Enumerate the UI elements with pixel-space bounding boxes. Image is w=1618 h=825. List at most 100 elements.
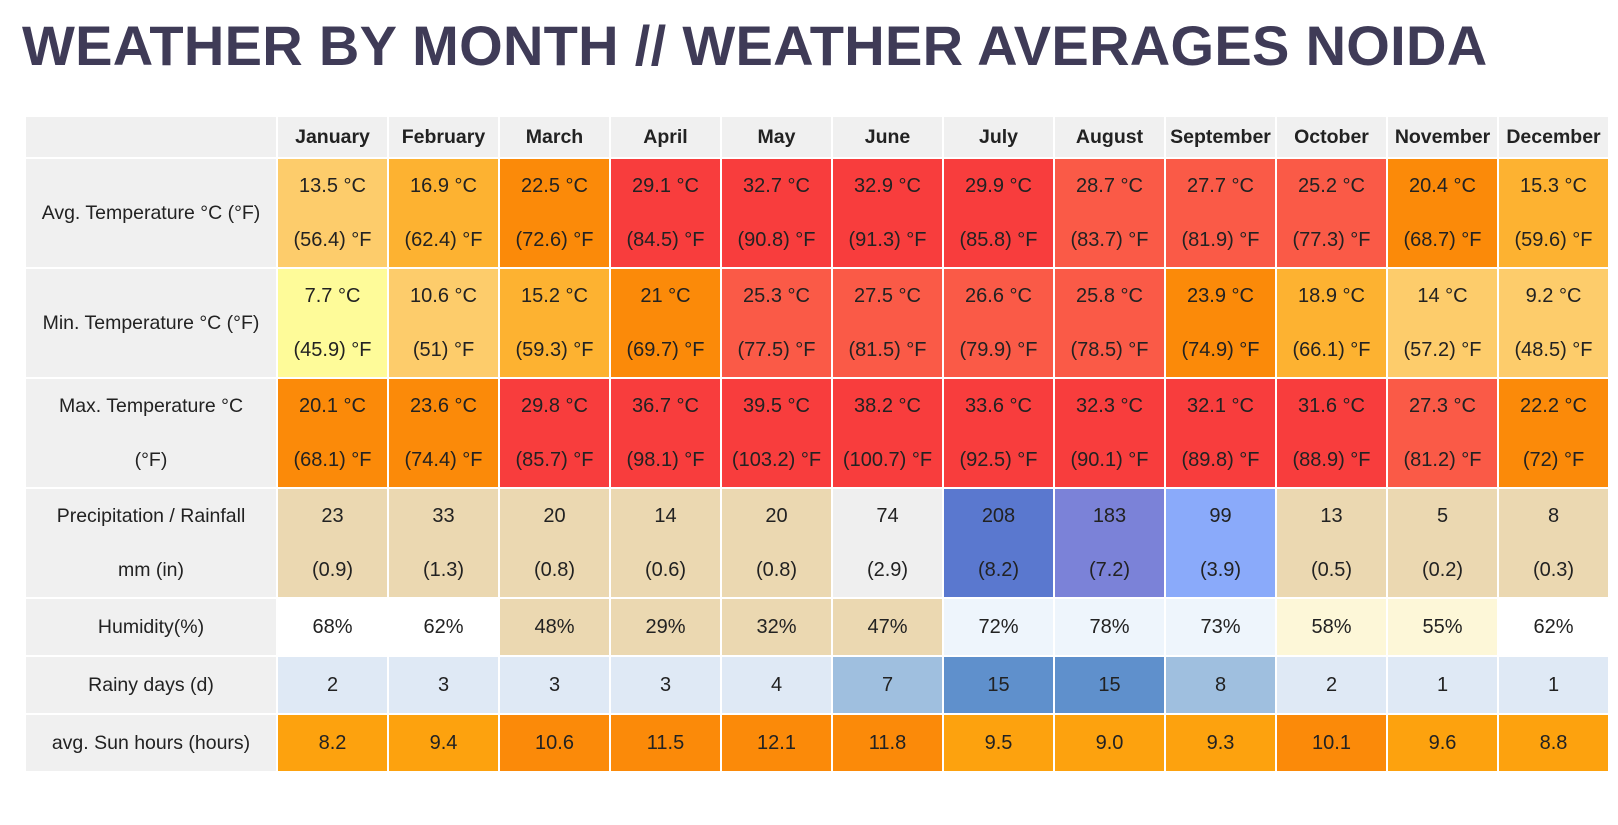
cell-secondary-value: (0.6) (644, 559, 687, 581)
month-header-july: July (944, 117, 1053, 157)
avg-temperature-cell-july: 29.9 °C (85.8) °F (944, 159, 1053, 267)
month-header-october: October (1277, 117, 1386, 157)
row-label-line: Max. Temperature °C (58, 395, 244, 417)
cell-primary-value: 33 (432, 505, 455, 527)
max-temperature-row: Max. Temperature °C (°F) 20.1 °C (68.1) °F 2… (26, 379, 1608, 487)
sun-hours-cell-september: 9.3 (1166, 715, 1275, 771)
precipitation-cell-january: 23 (0.9) (278, 489, 387, 597)
cell-secondary-value: (0.8) (533, 559, 576, 581)
min-temperature-cell-june: 27.5 °C (81.5) °F (833, 269, 942, 377)
max-temperature-cell-july: 33.6 °C (92.5) °F (944, 379, 1053, 487)
precipitation-label: Precipitation / Rainfall mm (in) (26, 489, 276, 597)
precipitation-cell-november: 5 (0.2) (1388, 489, 1497, 597)
cell-secondary-value: (90.8) °F (737, 229, 816, 251)
cell-primary-value: 27.5 °C (854, 285, 921, 307)
rainy-days-cell-september: 8 (1166, 657, 1275, 713)
sun-hours-cell-february: 9.4 (389, 715, 498, 771)
max-temperature-cell-september: 32.1 °C (89.8) °F (1166, 379, 1275, 487)
cell-secondary-value: (74.4) °F (404, 449, 483, 471)
cell-primary-value: 5 (1436, 505, 1449, 527)
cell-secondary-value: (66.1) °F (1292, 339, 1371, 361)
max-temperature-cell-october: 31.6 °C (88.9) °F (1277, 379, 1386, 487)
min-temperature-cell-april: 21 °C (69.7) °F (611, 269, 720, 377)
min-temperature-cell-september: 23.9 °C (74.9) °F (1166, 269, 1275, 377)
sun-hours-cell-december: 8.8 (1499, 715, 1608, 771)
cell-primary-value: 27.3 °C (1409, 395, 1476, 417)
max-temperature-cell-april: 36.7 °C (98.1) °F (611, 379, 720, 487)
avg-temperature-cell-january: 13.5 °C (56.4) °F (278, 159, 387, 267)
max-temperature-label: Max. Temperature °C (°F) (26, 379, 276, 487)
row-label-line: Avg. Temperature °C (°F) (41, 202, 261, 224)
sun-hours-cell-may: 12.1 (722, 715, 831, 771)
cell-primary-value: 29.9 °C (965, 175, 1032, 197)
cell-secondary-value: (88.9) °F (1292, 449, 1371, 471)
precipitation-cell-february: 33 (1.3) (389, 489, 498, 597)
humidity-cell-june: 47% (833, 599, 942, 655)
cell-primary-value: 22.5 °C (521, 175, 588, 197)
cell-secondary-value: (59.6) °F (1514, 229, 1593, 251)
cell-primary-value: 20 (765, 505, 788, 527)
cell-secondary-value: (74.9) °F (1181, 339, 1260, 361)
cell-primary-value: 33.6 °C (965, 395, 1032, 417)
precipitation-cell-december: 8 (0.3) (1499, 489, 1608, 597)
min-temperature-cell-november: 14 °C (57.2) °F (1388, 269, 1497, 377)
humidity-row: Humidity(%) 68% 62% 48% 29% 32% 47% 72% 78% 73% 58… (26, 599, 1608, 655)
cell-secondary-value: (0.3) (1532, 559, 1575, 581)
min-temperature-label: Min. Temperature °C (°F) (26, 269, 276, 377)
avg-temperature-cell-may: 32.7 °C (90.8) °F (722, 159, 831, 267)
cell-primary-value: 39.5 °C (743, 395, 810, 417)
humidity-cell-july: 72% (944, 599, 1053, 655)
cell-secondary-value: (103.2) °F (731, 449, 822, 471)
cell-secondary-value: (8.2) (977, 559, 1020, 581)
precipitation-cell-april: 14 (0.6) (611, 489, 720, 597)
month-header-november: November (1388, 117, 1497, 157)
cell-primary-value: 25.8 °C (1076, 285, 1143, 307)
cell-secondary-value: (1.3) (422, 559, 465, 581)
cell-secondary-value: (92.5) °F (959, 449, 1038, 471)
max-temperature-cell-may: 39.5 °C (103.2) °F (722, 379, 831, 487)
cell-secondary-value: (59.3) °F (515, 339, 594, 361)
month-header-september: September (1166, 117, 1275, 157)
row-label-line: Precipitation / Rainfall (56, 505, 246, 527)
rainy-days-cell-october: 2 (1277, 657, 1386, 713)
row-label-line: (°F) (134, 449, 168, 471)
cell-primary-value: 32.7 °C (743, 175, 810, 197)
cell-secondary-value: (45.9) °F (293, 339, 372, 361)
min-temperature-cell-july: 26.6 °C (79.9) °F (944, 269, 1053, 377)
humidity-cell-october: 58% (1277, 599, 1386, 655)
cell-primary-value: 20.4 °C (1409, 175, 1476, 197)
min-temperature-cell-may: 25.3 °C (77.5) °F (722, 269, 831, 377)
cell-secondary-value: (89.8) °F (1181, 449, 1260, 471)
cell-secondary-value: (84.5) °F (626, 229, 705, 251)
cell-primary-value: 14 (654, 505, 677, 527)
cell-primary-value: 7.7 °C (304, 285, 361, 307)
precipitation-cell-october: 13 (0.5) (1277, 489, 1386, 597)
cell-secondary-value: (48.5) °F (1514, 339, 1593, 361)
cell-secondary-value: (91.3) °F (848, 229, 927, 251)
humidity-cell-may: 32% (722, 599, 831, 655)
min-temperature-cell-december: 9.2 °C (48.5) °F (1499, 269, 1608, 377)
cell-primary-value: 21 °C (640, 285, 691, 307)
rainy-days-cell-november: 1 (1388, 657, 1497, 713)
sun-hours-cell-july: 9.5 (944, 715, 1053, 771)
cell-secondary-value: (90.1) °F (1070, 449, 1149, 471)
cell-secondary-value: (83.7) °F (1070, 229, 1149, 251)
min-temperature-cell-august: 25.8 °C (78.5) °F (1055, 269, 1164, 377)
cell-primary-value: 183 (1092, 505, 1127, 527)
cell-primary-value: 23 (321, 505, 344, 527)
cell-primary-value: 208 (981, 505, 1016, 527)
max-temperature-cell-august: 32.3 °C (90.1) °F (1055, 379, 1164, 487)
weather-table: January February March April May June July Augu… (24, 115, 1610, 773)
cell-secondary-value: (68.1) °F (293, 449, 372, 471)
month-header-may: May (722, 117, 831, 157)
cell-primary-value: 32.1 °C (1187, 395, 1254, 417)
cell-primary-value: 26.6 °C (965, 285, 1032, 307)
month-header-june: June (833, 117, 942, 157)
cell-secondary-value: (68.7) °F (1403, 229, 1482, 251)
corner-cell (26, 117, 276, 157)
cell-secondary-value: (7.2) (1088, 559, 1131, 581)
cell-secondary-value: (69.7) °F (626, 339, 705, 361)
cell-secondary-value: (77.3) °F (1292, 229, 1371, 251)
sun-hours-cell-april: 11.5 (611, 715, 720, 771)
sun-hours-row: avg. Sun hours (hours) 8.2 9.4 10.6 11.5 12.1… (26, 715, 1608, 771)
